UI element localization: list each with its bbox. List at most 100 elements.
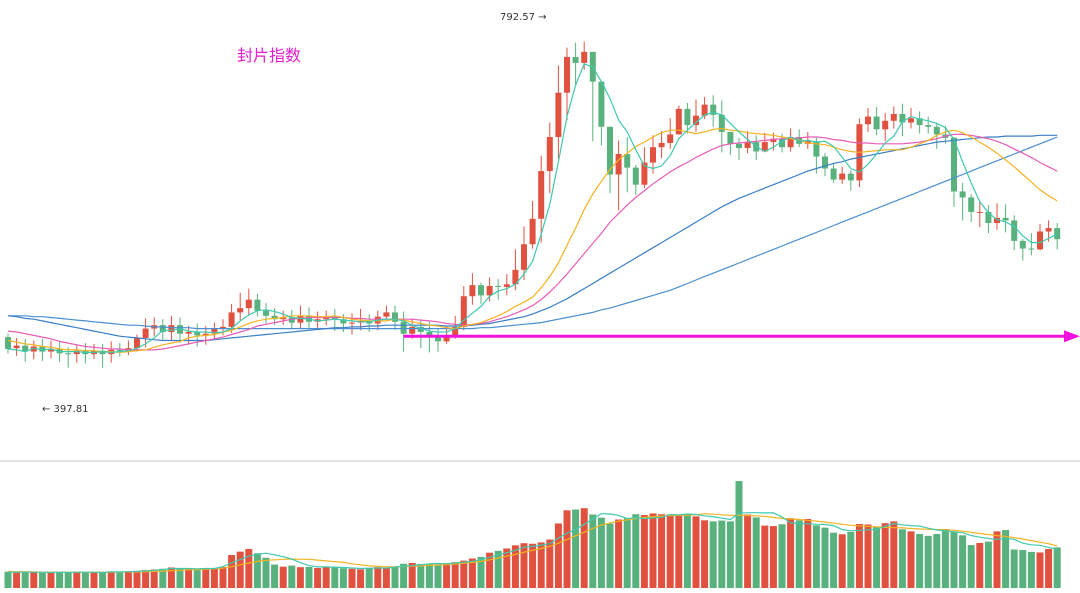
volume-ma-line-1 <box>8 512 1058 574</box>
volume-bar <box>589 514 597 588</box>
candle-body <box>839 173 846 180</box>
volume-bar <box>348 568 356 588</box>
candle-body <box>951 137 957 192</box>
volume-bar <box>572 509 580 588</box>
candle-body <box>417 326 424 332</box>
volume-bar <box>795 520 803 588</box>
candle-body <box>830 168 837 180</box>
volume-bar <box>855 523 863 588</box>
candle-body <box>254 299 261 311</box>
candle-body <box>392 312 398 322</box>
candle-body <box>959 191 966 198</box>
volume-bar <box>804 518 812 588</box>
volume-bar <box>597 517 605 588</box>
volume-bar <box>81 572 89 588</box>
candle-body <box>185 331 192 334</box>
candle-body <box>220 326 226 329</box>
ma-line-2 <box>7 127 1058 354</box>
candle-body <box>435 335 441 342</box>
volume-bar <box>529 543 537 588</box>
volume-bar <box>778 524 786 588</box>
volume-bar <box>176 568 184 588</box>
candle-body <box>452 326 459 336</box>
candle-body <box>693 115 699 126</box>
candle-body <box>985 211 992 223</box>
candle-body <box>263 310 269 316</box>
volume-bar <box>443 563 451 588</box>
candle-body <box>202 333 209 336</box>
candle-body <box>280 317 287 320</box>
candle-body <box>486 286 493 296</box>
volume-bar <box>546 539 554 588</box>
volume-bar <box>400 563 408 588</box>
volume-bar <box>1010 549 1018 588</box>
volume-bar <box>417 564 425 588</box>
ma-line-1 <box>7 63 1058 354</box>
candle-body <box>116 349 123 351</box>
volume-bar <box>658 514 666 588</box>
volume-bar <box>374 567 382 588</box>
volume-bar <box>193 569 201 588</box>
volume-bar <box>425 563 433 588</box>
volume-bar <box>271 564 279 588</box>
candle-body <box>865 116 871 125</box>
candle-body <box>237 308 244 313</box>
candle-body <box>1045 228 1052 232</box>
volume-bar <box>210 567 218 588</box>
volume-bar <box>692 516 700 588</box>
candle-body <box>581 51 588 63</box>
volume-bar <box>99 572 107 588</box>
candle-body <box>744 142 751 149</box>
candle-body <box>48 349 54 352</box>
volume-bar <box>30 571 38 588</box>
volume-bar <box>924 535 932 588</box>
candle-body <box>624 154 631 168</box>
candle-body <box>813 141 820 157</box>
volume-bar <box>13 572 21 588</box>
candle-body <box>650 147 656 163</box>
volume-bar <box>357 569 365 588</box>
candle-body <box>727 131 734 144</box>
volume-bar <box>38 572 46 588</box>
candle-body <box>933 126 940 135</box>
volume-bar <box>1053 547 1061 588</box>
volume-bar <box>993 531 1001 588</box>
volume-bar <box>701 520 709 588</box>
volume-bar <box>769 526 777 588</box>
candle-body <box>512 269 519 285</box>
candle-body <box>426 331 433 336</box>
candle-body <box>521 244 527 270</box>
volume-bar <box>107 571 115 588</box>
volume-bar <box>726 521 734 588</box>
low-label: ← 397.81 <box>42 404 89 415</box>
volume-bar <box>339 568 347 588</box>
candle-body <box>73 350 80 355</box>
volume-bar <box>408 562 416 588</box>
candle-body <box>632 167 639 185</box>
candle-body <box>443 335 450 342</box>
volume-bar <box>787 518 795 588</box>
candle-body <box>194 331 201 336</box>
volume-bar <box>683 514 691 588</box>
candle-body <box>288 317 295 323</box>
volume-bar <box>752 517 760 588</box>
candle-body <box>546 136 553 172</box>
volume-bar <box>382 567 390 588</box>
ma-line-3 <box>7 133 1058 351</box>
volume-bar <box>47 572 55 588</box>
candle-body <box>667 134 674 143</box>
high-label: 792.57 → <box>500 12 547 23</box>
volume-bar <box>245 549 253 588</box>
volume-bar <box>279 566 287 588</box>
candle-body <box>1019 240 1026 249</box>
volume-bar <box>305 566 313 588</box>
volume-bar <box>21 572 29 588</box>
volume-bar <box>288 565 296 588</box>
volume-bar <box>391 566 399 588</box>
volume-bar <box>615 519 623 588</box>
volume-bar <box>314 567 322 588</box>
volume-bar <box>253 553 261 588</box>
candle-body <box>99 350 106 355</box>
volume-bar <box>1036 552 1044 588</box>
candle-body <box>675 108 682 135</box>
